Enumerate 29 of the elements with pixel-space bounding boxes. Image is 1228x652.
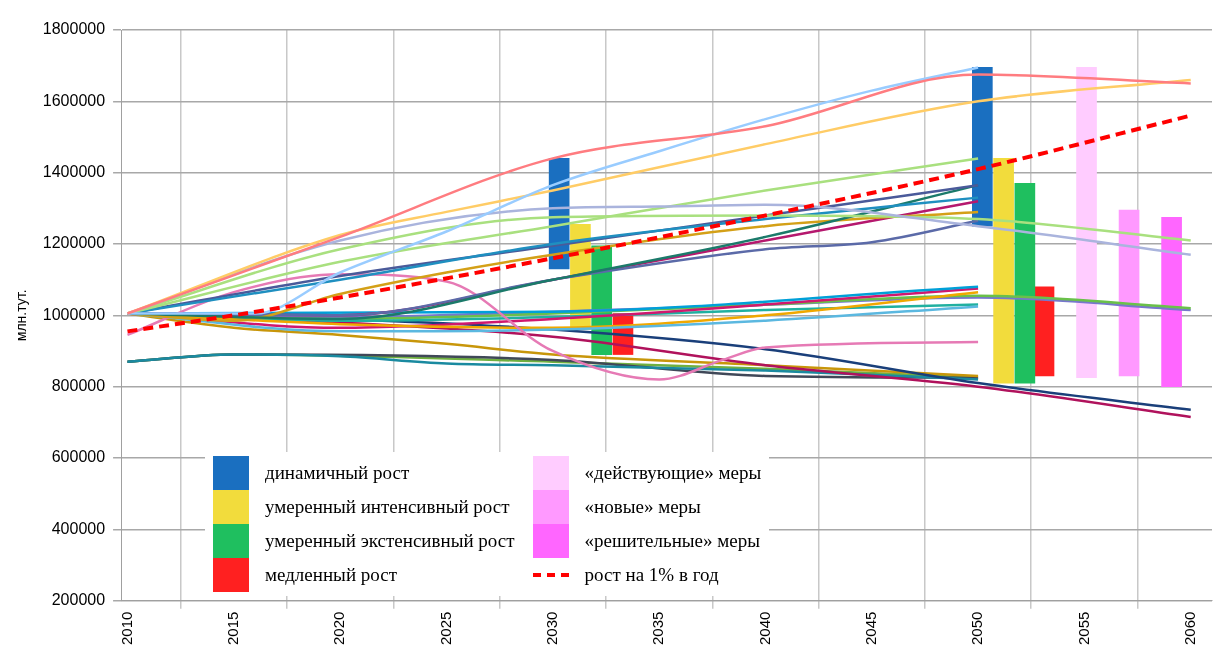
- x-tick-label: 2010: [117, 611, 135, 646]
- legend-label: рост на 1% в год: [584, 564, 719, 586]
- x-tick-label: 2045: [861, 611, 879, 646]
- x-tick-label: 2030: [542, 611, 560, 646]
- x-tick-label: 2025: [436, 611, 454, 646]
- legend-label: «новые» меры: [584, 496, 701, 518]
- y-axis-title: млн.тут.: [13, 289, 30, 342]
- x-tick-label: 2050: [968, 611, 986, 646]
- y-tick-label: 1400000: [42, 163, 106, 181]
- x-tick-label: 2040: [755, 611, 773, 646]
- y-tick-label: 1600000: [42, 91, 106, 109]
- y-tick-label: 1800000: [42, 20, 106, 38]
- x-tick-label: 2060: [1180, 611, 1198, 646]
- x-tick-label: 2015: [223, 611, 241, 646]
- x-tick-label: 2055: [1074, 611, 1092, 646]
- x-tick-label: 2035: [649, 611, 667, 646]
- legend-label: «решительные» меры: [584, 530, 760, 552]
- y-tick-label: 600000: [51, 448, 106, 466]
- y-tick-label: 800000: [51, 377, 106, 395]
- legend-label: «действующие» меры: [584, 462, 762, 484]
- legend-label: умеренный экстенсивный рост: [265, 530, 515, 552]
- y-tick-label: 1000000: [42, 305, 106, 323]
- legend-label: динамичный рост: [265, 462, 410, 484]
- y-tick-label: 200000: [51, 591, 106, 609]
- y-tick-label: 400000: [51, 519, 106, 537]
- y-tick-label: 1200000: [42, 234, 106, 252]
- legend-label: медленный рост: [265, 564, 398, 586]
- legend-label: умеренный интенсивный рост: [265, 496, 510, 518]
- x-tick-label: 2020: [330, 611, 348, 646]
